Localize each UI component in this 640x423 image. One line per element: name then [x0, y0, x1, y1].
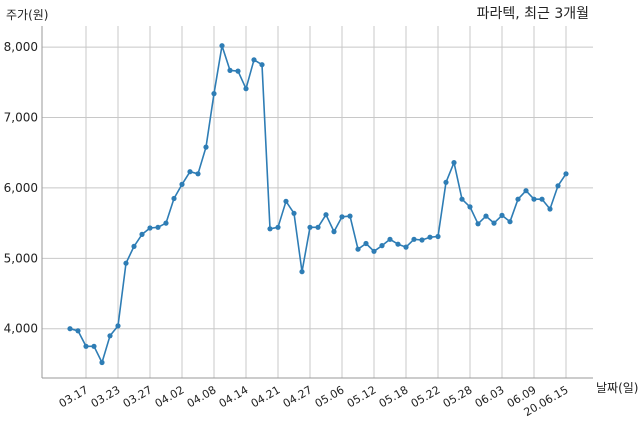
data-point	[531, 196, 537, 202]
data-point	[123, 260, 129, 266]
y-tick-label: 4,000	[4, 322, 38, 336]
data-point	[491, 220, 497, 226]
x-tick-label: 03.27	[121, 383, 155, 410]
data-point	[371, 248, 377, 254]
data-point	[203, 144, 209, 150]
data-point	[419, 237, 425, 243]
x-tick-label: 05.12	[345, 383, 379, 410]
data-point	[259, 62, 265, 68]
data-point	[523, 188, 529, 194]
data-point	[155, 224, 161, 230]
data-point	[107, 333, 113, 339]
data-point	[243, 86, 249, 92]
series-layer	[67, 43, 569, 366]
data-point	[499, 212, 505, 218]
data-point	[451, 160, 457, 166]
data-point	[171, 195, 177, 202]
x-tick-label: 04.21	[249, 383, 283, 410]
data-point	[435, 233, 441, 240]
data-point	[131, 243, 137, 249]
x-axis-label: 날짜(일)	[596, 381, 638, 395]
y-tick-label: 6,000	[4, 181, 38, 195]
x-tick-label: 04.02	[153, 383, 187, 410]
x-tick-label: 03.23	[89, 383, 123, 410]
data-point	[227, 67, 233, 73]
data-point	[403, 244, 409, 250]
data-point	[515, 196, 521, 202]
data-point	[211, 91, 217, 97]
x-tick-label: 04.14	[217, 383, 251, 410]
data-point	[75, 328, 81, 334]
data-point	[387, 236, 393, 242]
data-point	[139, 231, 145, 237]
data-point	[291, 210, 297, 216]
data-point	[411, 236, 417, 242]
x-tick-label: 03.17	[57, 383, 91, 410]
data-point	[307, 224, 313, 230]
data-point	[427, 234, 433, 240]
data-point	[67, 326, 73, 332]
data-point	[339, 214, 345, 220]
data-point	[475, 221, 481, 227]
data-point	[299, 269, 305, 275]
data-point	[347, 213, 353, 219]
data-point	[267, 226, 273, 232]
y-tick-label: 8,000	[4, 40, 38, 54]
data-point	[91, 343, 97, 349]
data-point	[115, 323, 121, 329]
x-tick-label: 04.08	[185, 383, 219, 410]
data-point	[355, 246, 361, 252]
data-point	[83, 343, 89, 349]
data-point	[99, 359, 105, 366]
data-point	[363, 240, 369, 247]
data-point	[315, 224, 321, 230]
axes: 4,000 5,000 6,000 7,000 8,000 03.1703.2303.27…	[4, 26, 593, 419]
x-tick-label: 05.06	[313, 383, 347, 410]
data-point	[323, 212, 329, 218]
data-point	[275, 224, 281, 230]
data-point	[443, 179, 449, 185]
data-point	[283, 198, 289, 204]
data-point	[547, 206, 553, 212]
data-point	[251, 57, 257, 63]
chart-title: 파라텍, 최근 3개월	[477, 6, 589, 22]
data-point	[163, 220, 169, 226]
data-point	[147, 225, 153, 231]
data-point	[379, 243, 385, 249]
series-line	[69, 44, 567, 364]
y-tick-label: 5,000	[4, 251, 38, 265]
data-point	[467, 204, 473, 210]
data-point	[219, 43, 225, 49]
data-point	[235, 68, 241, 74]
data-point	[187, 169, 193, 175]
data-point	[507, 219, 513, 225]
x-tick-label: 05.22	[409, 383, 443, 410]
y-axis-label: 주가(원)	[6, 8, 48, 22]
y-tick-label: 7,000	[4, 111, 38, 125]
x-tick-label: 05.18	[377, 383, 411, 410]
x-tick-label: 06.03	[473, 383, 507, 410]
data-point	[483, 213, 489, 219]
data-point	[563, 171, 569, 177]
data-point	[555, 183, 561, 189]
grid	[42, 26, 593, 378]
data-point	[459, 196, 465, 202]
data-point	[395, 241, 401, 247]
data-point	[331, 229, 337, 235]
x-tick-label: 04.27	[281, 383, 315, 410]
data-point	[179, 181, 185, 187]
x-tick-label: 05.28	[441, 383, 475, 410]
data-point	[195, 171, 201, 177]
data-point	[539, 196, 545, 202]
